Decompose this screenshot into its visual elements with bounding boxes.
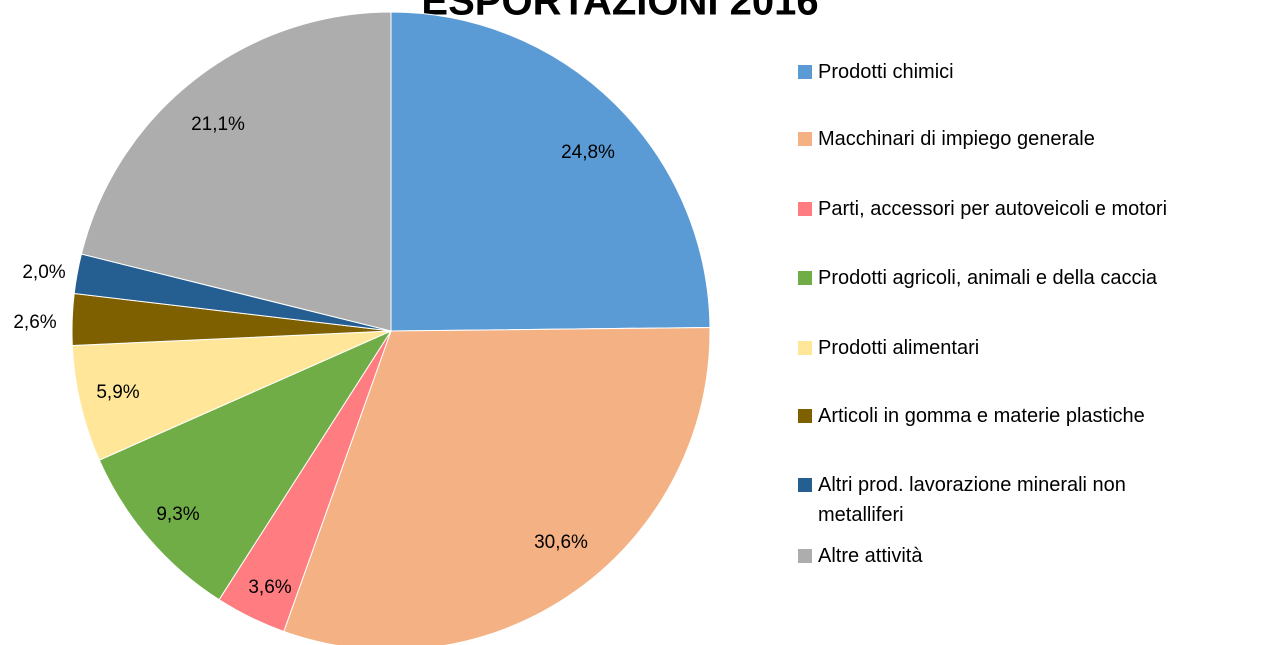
legend-swatch: [798, 549, 812, 563]
legend-swatch: [798, 409, 812, 423]
legend-swatch: [798, 341, 812, 355]
legend-label: Prodotti alimentari: [818, 337, 980, 359]
legend-label: Prodotti agricoli, animali e della cacci…: [818, 267, 1158, 289]
data-label: 9,3%: [156, 504, 199, 525]
chart-title: ESPORTAZIONI 2016: [421, 0, 818, 24]
legend-swatch: [798, 478, 812, 492]
legend-item: Prodotti chimici: [798, 57, 1268, 87]
pie-slice: [98, 329, 393, 601]
legend-swatch: [798, 271, 812, 285]
data-label: 2,0%: [22, 262, 65, 283]
legend-item: Prodotti alimentari: [798, 333, 1268, 363]
data-label: 30,6%: [534, 532, 588, 553]
legend-item: Articoli in gomma e materie plastiche: [798, 401, 1268, 431]
data-label: 3,6%: [248, 577, 291, 598]
data-label: 5,9%: [96, 382, 139, 403]
pie-slice: [390, 11, 711, 332]
legend-label: Prodotti chimici: [818, 61, 954, 83]
legend-swatch: [798, 202, 812, 216]
legend-label: Articoli in gomma e materie plastiche: [818, 405, 1145, 427]
data-label: 21,1%: [191, 114, 245, 135]
pie-slice: [80, 11, 392, 332]
legend-label: Macchinari di impiego generale: [818, 128, 1095, 150]
legend-item: Prodotti agricoli, animali e della cacci…: [798, 263, 1268, 293]
legend-swatch: [798, 132, 812, 146]
data-label: 2,6%: [13, 312, 56, 333]
legend-swatch: [798, 65, 812, 79]
legend-label: Altri prod. lavorazione minerali non met…: [818, 474, 1126, 526]
legend-item: Macchinari di impiego generale: [798, 124, 1268, 154]
data-label: 24,8%: [561, 142, 615, 163]
legend-item: Altre attività: [798, 541, 1268, 571]
legend-label: Altre attività: [818, 545, 923, 567]
pie-slice: [283, 326, 711, 645]
legend-label: Parti, accessori per autoveicoli e motor…: [818, 198, 1168, 220]
legend-item: Parti, accessori per autoveicoli e motor…: [798, 194, 1268, 224]
legend-item: Altri prod. lavorazione minerali non met…: [798, 470, 1268, 530]
